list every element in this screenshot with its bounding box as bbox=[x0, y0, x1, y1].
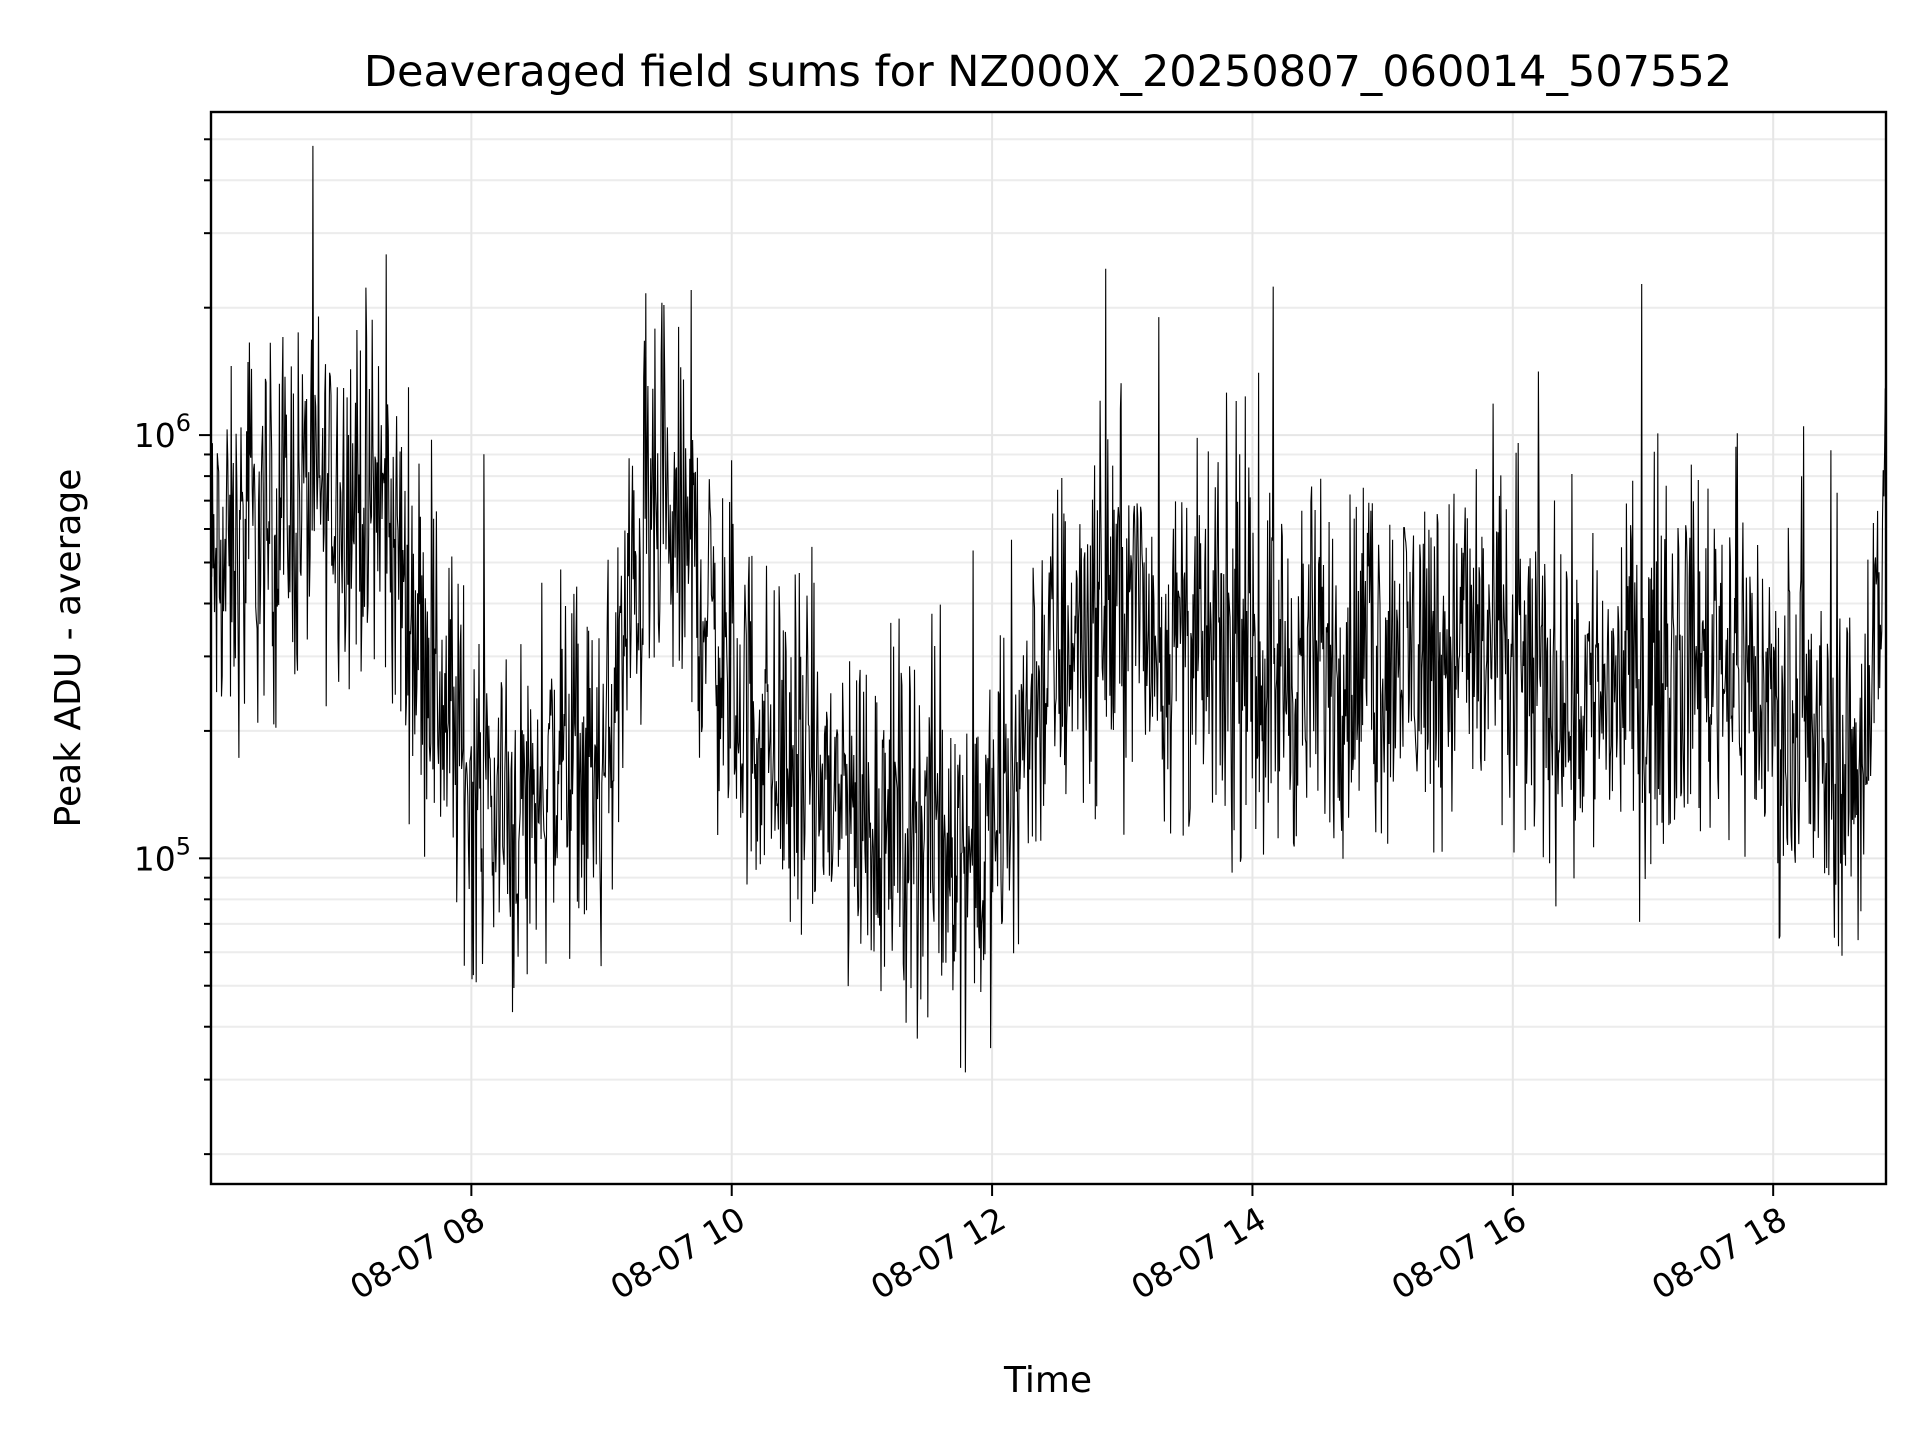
y-tick-label: 106 bbox=[134, 409, 191, 455]
plot-frame bbox=[209, 110, 1888, 1186]
series-line bbox=[210, 145, 1887, 1073]
y-axis-label: Peak ADU - average bbox=[48, 469, 89, 828]
series-layer bbox=[210, 145, 1887, 1073]
chart-title: Deaveraged field sums for NZ000X_2025080… bbox=[364, 47, 1732, 97]
x-axis-label: Time bbox=[1003, 1360, 1092, 1401]
y-tick-label: 105 bbox=[134, 832, 191, 878]
